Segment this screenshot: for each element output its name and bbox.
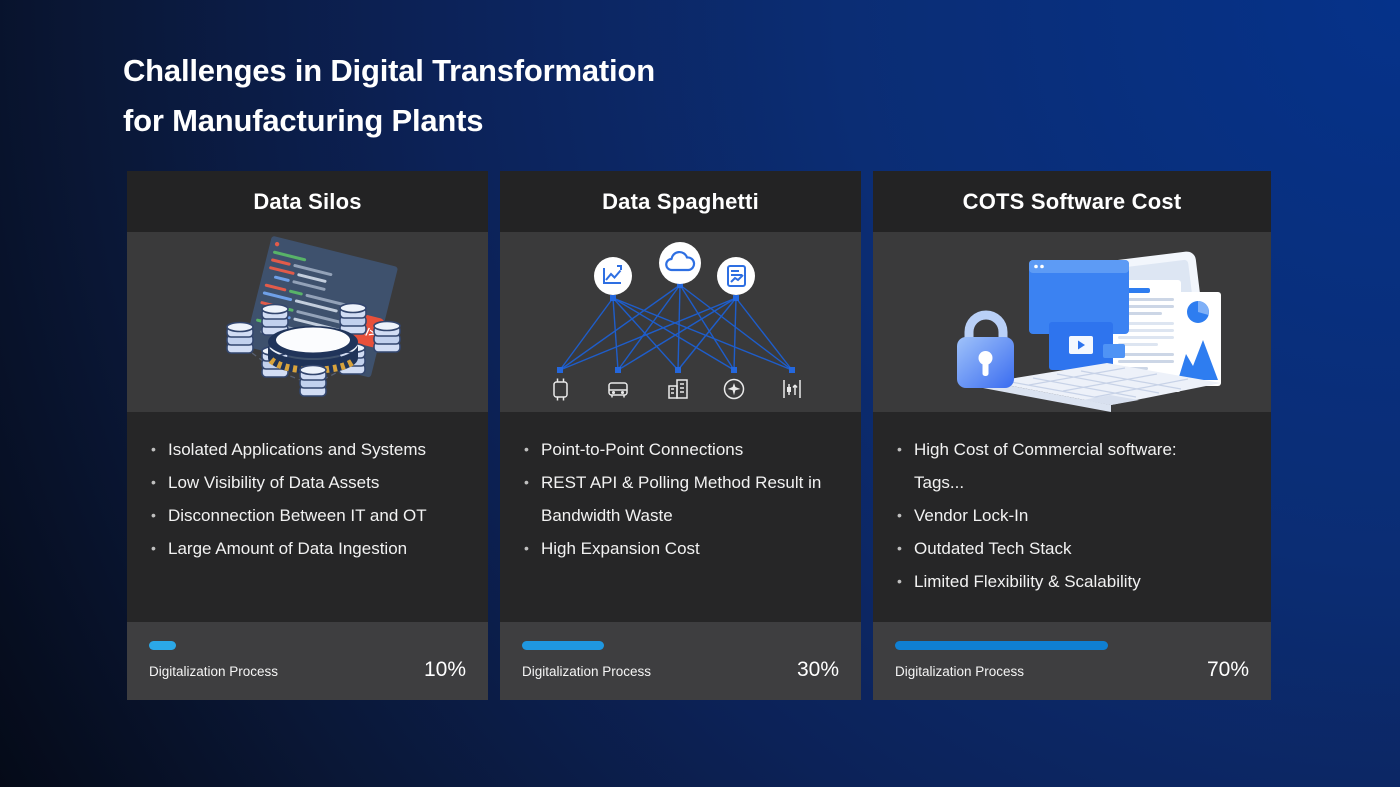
progress-caption-row: Digitalization Process 30%: [522, 658, 839, 682]
card-footer: Digitalization Process 10%: [127, 622, 488, 700]
spaghetti-lines: [559, 284, 793, 371]
airport-icon: [723, 378, 745, 400]
card-header: COTS Software Cost: [873, 171, 1271, 232]
cots-software-illustration: [957, 251, 1221, 412]
page-title: Challenges in Digital Transformation for …: [123, 46, 655, 146]
card-title: Data Silos: [253, 188, 362, 214]
progress-value: 70%: [1206, 658, 1249, 681]
bullet-item: Outdated Tech Stack: [897, 532, 1245, 565]
card-data-silos: Data Silos: [127, 171, 488, 700]
top-source-icons: [594, 242, 755, 295]
bullet-item: Vendor Lock-In: [897, 499, 1245, 532]
card-illustration: </>: [127, 232, 488, 412]
database-stack-icon: [299, 364, 327, 397]
card-footer: Digitalization Process 30%: [500, 622, 861, 700]
report-icon: [727, 265, 746, 287]
progress-fill: [895, 641, 1109, 650]
progress-caption-row: Digitalization Process 70%: [895, 658, 1249, 682]
progress-caption-row: Digitalization Process 10%: [149, 658, 466, 682]
page-title-line1: Challenges in Digital Transformation: [123, 53, 655, 88]
card-bullet-list: Point-to-Point Connections REST API & Po…: [500, 412, 861, 622]
laptop-keyboard: [983, 363, 1221, 412]
device-icon: [553, 378, 568, 401]
bullet-item: Limited Flexibility & Scalability: [897, 565, 1245, 598]
padlock-icon: [957, 310, 1014, 388]
line-chart-icon: [603, 265, 622, 284]
page-title-line2: for Manufacturing Plants: [123, 103, 484, 138]
data-spaghetti-illustration: [553, 242, 801, 401]
stock-chart-icon: [783, 380, 801, 398]
bullet-item: High Expansion Cost: [524, 532, 835, 565]
vehicle-icon: [608, 382, 628, 398]
progress-bar: [895, 641, 1199, 650]
bullet-item: High Cost of Commercial software: Tags..…: [897, 433, 1245, 499]
media-window-icon: [1049, 322, 1125, 370]
progress-bar: [522, 641, 795, 650]
progress-label: Digitalization Process: [895, 664, 1025, 679]
progress-label: Digitalization Process: [522, 664, 652, 679]
card-footer: Digitalization Process 70%: [873, 622, 1271, 700]
card-data-spaghetti: Data Spaghetti: [500, 171, 861, 700]
building-icon: [668, 379, 688, 399]
progress-label: Digitalization Process: [149, 664, 279, 679]
card-cots-software-cost: COTS Software Cost: [873, 171, 1271, 700]
bullet-item: Point-to-Point Connections: [524, 433, 835, 466]
cloud-icon: [665, 251, 696, 272]
progress-fill: [149, 641, 177, 650]
card-header: Data Silos: [127, 171, 488, 232]
progress-value: 30%: [796, 658, 839, 681]
bullet-item: Disconnection Between IT and OT: [151, 499, 462, 532]
network-nodes: [557, 282, 795, 373]
card-bullet-list: High Cost of Commercial software: Tags..…: [873, 412, 1271, 622]
bullet-item: Large Amount of Data Ingestion: [151, 532, 462, 565]
browser-window-icon: [1029, 260, 1129, 334]
chart-panel-icon: [1175, 292, 1221, 386]
card-title: Data Spaghetti: [602, 188, 759, 214]
card-title: COTS Software Cost: [962, 188, 1182, 214]
card-bullet-list: Isolated Applications and Systems Low Vi…: [127, 412, 488, 622]
data-silos-illustration: </>: [226, 236, 401, 397]
bullet-item: REST API & Polling Method Result in Band…: [524, 466, 835, 532]
card-illustration: [873, 232, 1271, 412]
card-illustration: [500, 232, 861, 412]
card-header: Data Spaghetti: [500, 171, 861, 232]
progress-fill: [522, 641, 604, 650]
progress-bar: [149, 641, 422, 650]
bullet-item: Isolated Applications and Systems: [151, 433, 462, 466]
bottom-endpoint-icons: [553, 378, 801, 401]
progress-value: 10%: [423, 658, 466, 681]
bullet-item: Low Visibility of Data Assets: [151, 466, 462, 499]
cards-row: Data Silos: [127, 171, 1271, 700]
